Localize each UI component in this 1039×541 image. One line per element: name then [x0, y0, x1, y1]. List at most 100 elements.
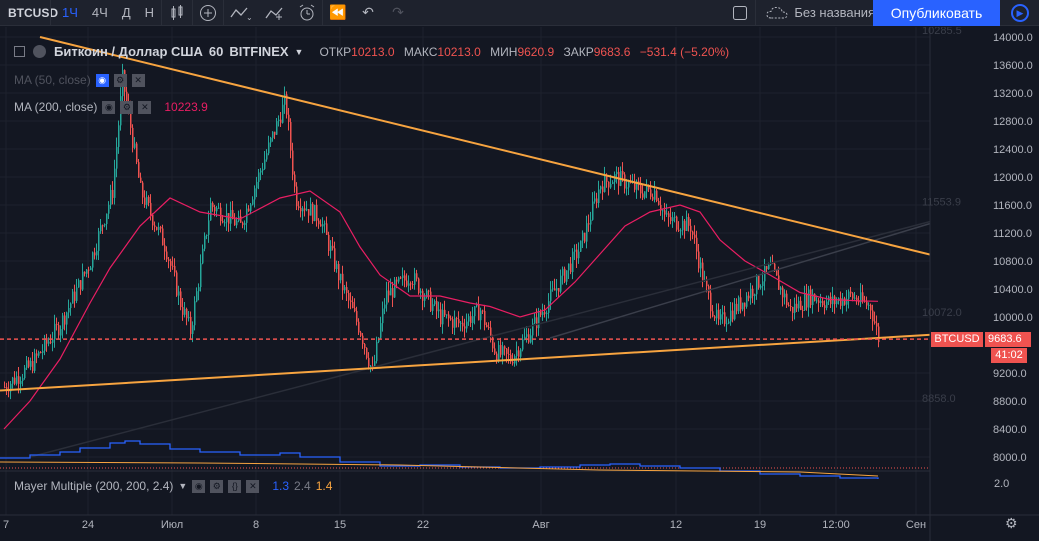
interval-1h[interactable]: 1Ч — [62, 4, 78, 20]
gear-icon[interactable]: ⚙ — [1005, 515, 1018, 531]
candle-body — [702, 262, 704, 281]
candle-body — [90, 267, 92, 271]
candle-body — [146, 197, 148, 205]
gear-icon[interactable]: ⚙ — [210, 479, 224, 493]
collapse-icon[interactable] — [14, 46, 25, 57]
interval-1w[interactable]: Н — [144, 4, 155, 20]
candle-body — [412, 284, 414, 286]
current-price-symbol: BTCUSD — [931, 332, 983, 347]
candle-body — [228, 213, 230, 224]
chevron-down-icon[interactable]: ▼ — [294, 46, 304, 57]
undo-icon[interactable]: ↶ — [362, 4, 374, 20]
publish-button[interactable]: Опубликовать — [873, 0, 1000, 26]
candle-body — [226, 213, 228, 223]
chevron-down-icon[interactable]: ▼ — [178, 481, 188, 491]
price-tick: 8000.0 — [993, 452, 1027, 464]
close-icon[interactable]: ✕ — [246, 479, 260, 493]
candle-body — [568, 263, 570, 271]
candle-body — [170, 261, 172, 266]
candle-body — [810, 289, 812, 306]
candle-body — [670, 217, 672, 221]
candle-body — [870, 304, 872, 311]
gear-icon[interactable]: ⚙ — [113, 73, 127, 87]
time-tick: Июл — [161, 519, 183, 531]
candle-body — [178, 291, 180, 296]
gear-icon[interactable]: ⚙ — [120, 100, 134, 114]
price-tick: 13600.0 — [993, 60, 1033, 72]
indicators-icon[interactable]: ⌄ — [224, 0, 258, 26]
eye-icon[interactable]: ◉ — [192, 479, 206, 493]
candle-body — [854, 297, 856, 299]
candle-body — [348, 292, 350, 301]
candle-body — [434, 300, 436, 305]
candle-body — [274, 131, 276, 135]
fullscreen-icon[interactable] — [725, 0, 755, 26]
candle-body — [554, 288, 556, 291]
candle-body — [766, 266, 768, 270]
source-icon[interactable]: {} — [228, 479, 242, 493]
redo-icon[interactable]: ↷ — [392, 4, 404, 20]
candle-body — [728, 321, 730, 324]
mayer-value-3: 1.4 — [315, 479, 333, 493]
candle-body — [160, 226, 162, 229]
candle-body — [132, 127, 134, 148]
candle-body — [570, 263, 572, 273]
candle-body — [12, 377, 14, 384]
candle-body — [102, 225, 104, 227]
indicator-ma200[interactable]: MA (200, close) ◉ ⚙ ✕ 10223.9 — [14, 100, 208, 114]
candle-body — [440, 309, 442, 325]
candle-body — [88, 269, 90, 271]
candle-body — [390, 288, 392, 296]
indicator-ma50[interactable]: MA (50, close) ◉ ⚙ ✕ — [14, 73, 145, 87]
candle-body — [674, 216, 676, 218]
eye-icon[interactable]: ◉ — [95, 73, 109, 87]
eye-icon[interactable]: ◉ — [102, 100, 116, 114]
close-icon[interactable]: ✕ — [138, 100, 152, 114]
stream-button[interactable]: ▶ — [1001, 0, 1039, 26]
chart-type-icon[interactable] — [162, 0, 192, 26]
candle-body — [270, 137, 272, 143]
candle-body — [84, 271, 86, 274]
candle-body — [714, 316, 716, 319]
candle-body — [142, 182, 144, 198]
candle-body — [310, 203, 312, 216]
alert-icon[interactable] — [292, 0, 322, 26]
candle-body — [320, 224, 322, 227]
compare-icon[interactable] — [258, 0, 292, 26]
time-axis[interactable]: 7 24 Июл 8 15 22 Авг 12 19 12:00 Сен — [3, 519, 926, 531]
candle-body — [606, 174, 608, 182]
time-tick: Сен — [906, 519, 926, 531]
indicator-mayer[interactable]: Mayer Multiple (200, 200, 2.4) ▼ ◉ ⚙ {} … — [14, 479, 332, 493]
candle-body — [218, 207, 220, 209]
candle-body — [644, 191, 646, 198]
candle-body — [314, 204, 316, 222]
candle-body — [682, 220, 684, 231]
interval-4h[interactable]: 4Ч — [91, 4, 108, 20]
candle-body — [844, 298, 846, 305]
interval-1d[interactable]: Д — [121, 4, 131, 20]
price-tick: 13200.0 — [993, 88, 1033, 100]
candle-body — [138, 162, 140, 178]
candle-body — [108, 204, 110, 214]
candle-body — [188, 316, 190, 319]
symbol-search[interactable]: BTCUSD — [8, 5, 58, 20]
candle-body — [612, 182, 614, 185]
candle-body — [720, 314, 722, 320]
add-indicator-icon[interactable] — [193, 0, 223, 26]
candle-body — [182, 307, 184, 315]
price-axis[interactable]: 14000.0 13600.0 13200.0 12800.0 12400.0 12000… — [0, 27, 1039, 541]
candle-body — [774, 263, 776, 271]
candle-body — [244, 222, 246, 226]
candle-body — [164, 245, 166, 252]
candle-body — [438, 309, 440, 312]
candle-body — [398, 277, 400, 282]
candle-body — [428, 290, 430, 292]
candle-body — [78, 280, 80, 288]
candle-body — [830, 296, 832, 305]
candle-body — [508, 353, 510, 355]
close-icon[interactable]: ✕ — [131, 73, 145, 87]
candle-body — [168, 259, 170, 262]
candle-body — [598, 189, 600, 204]
candle-body — [760, 286, 762, 288]
replay-icon[interactable]: ⏪ — [329, 4, 347, 20]
